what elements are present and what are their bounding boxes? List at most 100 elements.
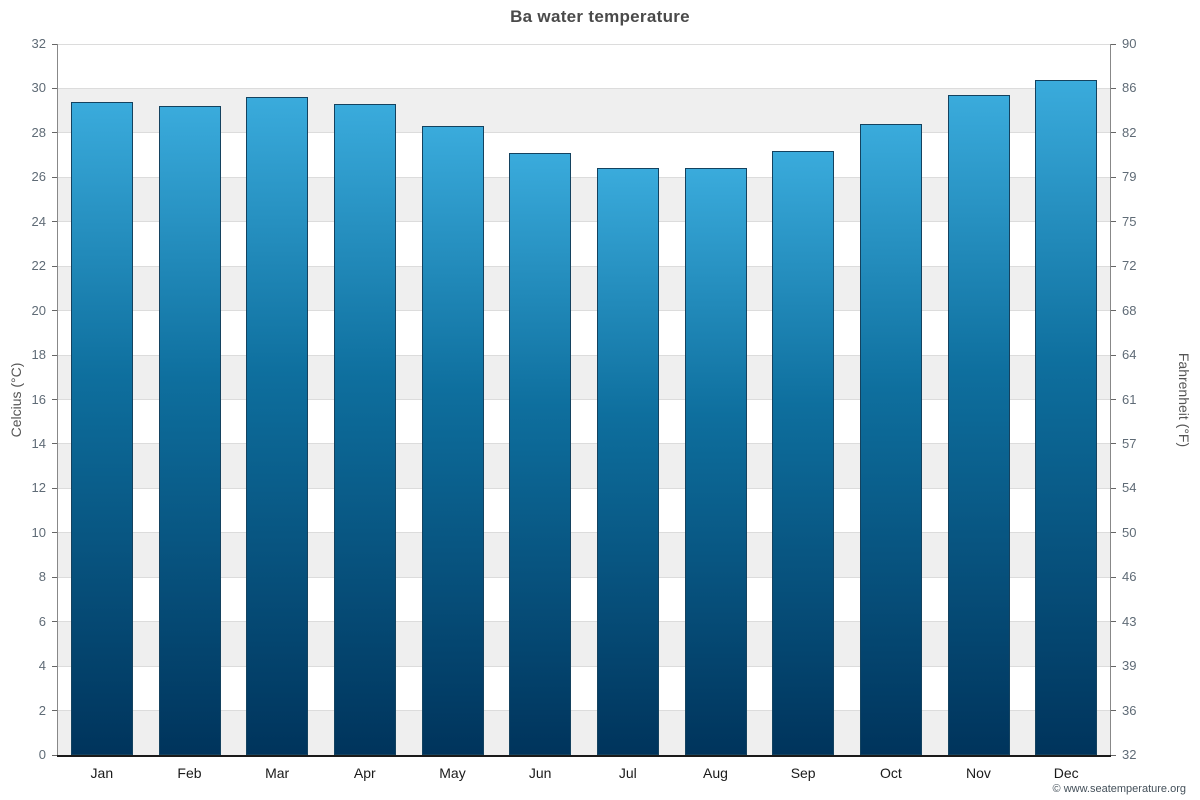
- copyright-attribution: © www.seatemperature.org: [1052, 783, 1186, 795]
- y-tick-mark-left: [52, 43, 57, 45]
- y-axis-line-right: [1110, 44, 1111, 755]
- y-tick-label-fahrenheit: 61: [1122, 391, 1137, 407]
- y-tick-mark-left: [52, 621, 57, 623]
- y-tick-label-celsius: 0: [38, 747, 46, 762]
- y-tick-label-celsius: 4: [38, 658, 46, 674]
- y-tick-mark-right: [1111, 399, 1116, 400]
- y-tick-label-celsius: 18: [31, 347, 46, 363]
- gridline: [58, 310, 1110, 312]
- y-tick-label-fahrenheit: 46: [1122, 569, 1137, 585]
- gridline: [58, 576, 1110, 578]
- gridline: [58, 221, 1110, 223]
- y-tick-mark-right: [1111, 754, 1116, 756]
- bar-feb: [158, 106, 221, 755]
- y-tick-label-fahrenheit: 72: [1122, 258, 1137, 274]
- x-tick-label-nov: Nov: [966, 765, 991, 781]
- plot-background-band: [58, 88, 1110, 133]
- bar-aug: [684, 168, 747, 755]
- y-tick-label-celsius: 14: [31, 435, 46, 451]
- x-tick-label-jan: Jan: [90, 765, 114, 781]
- y-tick-mark-left: [52, 221, 57, 223]
- bar-may: [421, 126, 484, 755]
- y-tick-mark-right: [1111, 665, 1116, 667]
- y-tick-label-celsius: 2: [38, 702, 46, 718]
- y-tick-label-fahrenheit: 64: [1122, 347, 1137, 363]
- x-tick-label-feb: Feb: [177, 765, 202, 781]
- x-tick-label-apr: Apr: [353, 765, 376, 781]
- x-tick-label-jul: Jul: [618, 765, 637, 781]
- gridline: [58, 132, 1110, 134]
- y-tick-label-celsius: 22: [31, 258, 46, 274]
- y-tick-label-fahrenheit: 79: [1122, 169, 1137, 185]
- plot-background-band: [58, 532, 1110, 578]
- y-tick-mark-left: [52, 310, 57, 312]
- y-tick-label-celsius: 10: [31, 524, 46, 540]
- y-tick-mark-left: [52, 176, 57, 178]
- y-tick-mark-left: [52, 710, 57, 712]
- y-tick-mark-right: [1111, 443, 1116, 445]
- plot-background-band: [58, 177, 1110, 222]
- gridline: [58, 399, 1110, 400]
- y-tick-label-fahrenheit: 90: [1122, 36, 1137, 51]
- gridline: [58, 43, 1110, 45]
- y-tick-mark-right: [1111, 576, 1116, 578]
- y-tick-mark-right: [1111, 487, 1116, 489]
- y-tick-mark-left: [52, 87, 57, 89]
- bar-jun: [509, 152, 572, 755]
- bar-nov: [947, 95, 1010, 755]
- y-tick-label-celsius: 30: [31, 80, 46, 96]
- x-axis-line: [57, 755, 1111, 757]
- gridline: [58, 443, 1110, 445]
- y-tick-mark-left: [52, 265, 57, 267]
- y-tick-mark-right: [1111, 132, 1116, 134]
- y-tick-mark-right: [1111, 310, 1116, 312]
- plot-background-band: [58, 710, 1110, 755]
- y-tick-mark-left: [52, 354, 57, 356]
- y-tick-mark-right: [1111, 87, 1116, 89]
- plot-background-band: [58, 443, 1110, 489]
- y-tick-mark-left: [52, 665, 57, 667]
- bar-mar: [246, 97, 309, 755]
- x-tick-label-oct: Oct: [879, 765, 902, 781]
- y-tick-mark-left: [52, 399, 57, 400]
- y-tick-mark-right: [1111, 354, 1116, 356]
- y-tick-label-fahrenheit: 86: [1122, 80, 1137, 96]
- y-tick-label-fahrenheit: 43: [1122, 613, 1137, 629]
- x-tick-label-jun: Jun: [528, 765, 552, 781]
- y-axis-line-left: [57, 44, 58, 755]
- y-tick-mark-left: [52, 754, 57, 756]
- x-tick-label-may: May: [439, 765, 466, 781]
- bar-apr: [333, 103, 396, 755]
- gridline: [58, 354, 1110, 356]
- y-tick-label-fahrenheit: 50: [1122, 524, 1137, 540]
- y-tick-label-celsius: 28: [31, 124, 46, 140]
- y-tick-mark-right: [1111, 221, 1116, 223]
- y-tick-mark-right: [1111, 176, 1116, 178]
- plot-background-band: [58, 621, 1110, 667]
- gridline: [58, 665, 1110, 667]
- y-tick-label-fahrenheit: 54: [1122, 480, 1137, 496]
- y-tick-mark-left: [52, 443, 57, 445]
- y-tick-label-fahrenheit: 75: [1122, 213, 1137, 229]
- y-tick-label-celsius: 16: [31, 391, 46, 407]
- gridline: [58, 176, 1110, 178]
- x-tick-label-mar: Mar: [265, 765, 290, 781]
- y-tick-mark-left: [52, 576, 57, 578]
- bar-oct: [859, 123, 922, 755]
- x-tick-label-dec: Dec: [1053, 765, 1079, 781]
- y-tick-mark-left: [52, 487, 57, 489]
- gridline: [58, 621, 1110, 623]
- y-tick-label-fahrenheit: 68: [1122, 302, 1137, 318]
- y-tick-mark-right: [1111, 532, 1116, 534]
- x-tick-label-aug: Aug: [703, 765, 728, 781]
- y-tick-label-fahrenheit: 82: [1122, 124, 1137, 140]
- plot-background-band: [58, 266, 1110, 311]
- y-tick-label-fahrenheit: 57: [1122, 435, 1137, 451]
- x-tick-label-sep: Sep: [790, 765, 816, 781]
- y-tick-label-celsius: 26: [31, 169, 46, 185]
- bar-sep: [772, 150, 835, 755]
- gridline: [58, 265, 1110, 267]
- y-tick-label-fahrenheit: 39: [1122, 658, 1137, 674]
- plot-background-band: [58, 355, 1110, 400]
- y-tick-label-fahrenheit: 32: [1122, 747, 1137, 762]
